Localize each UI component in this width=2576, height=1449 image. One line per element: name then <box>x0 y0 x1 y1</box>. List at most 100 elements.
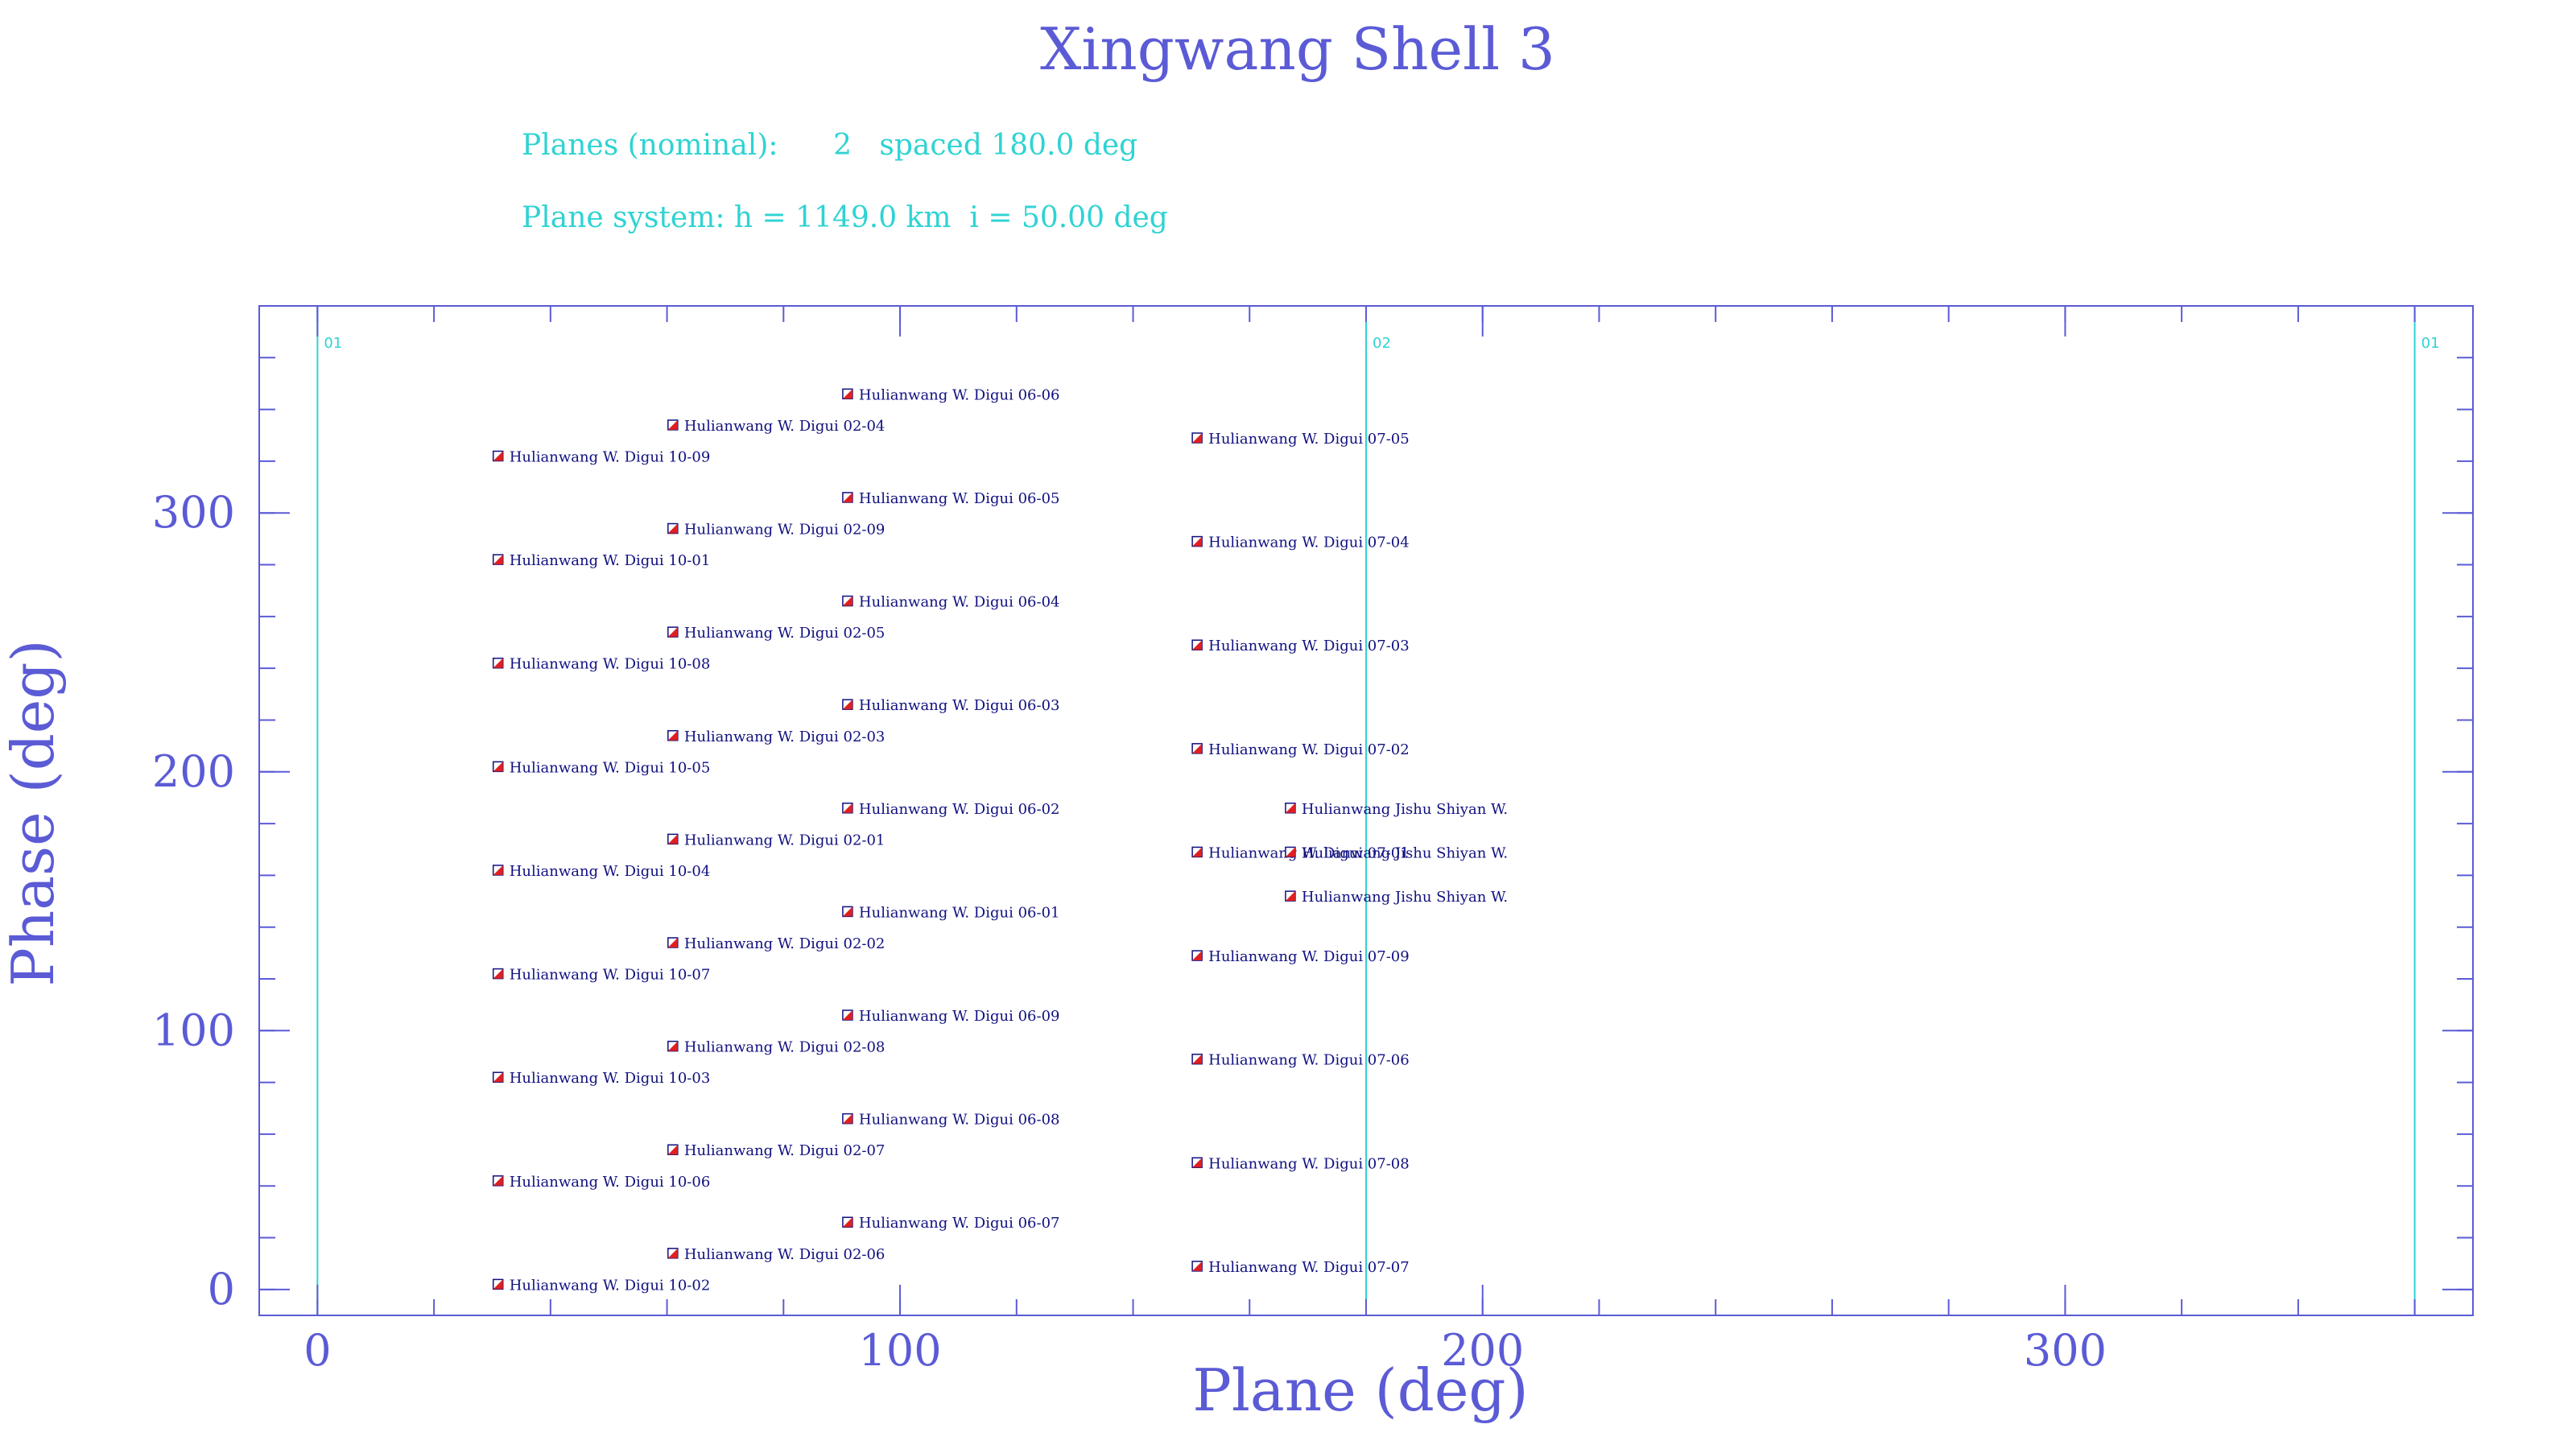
satellite-label: Hulianwang W. Digui 02-03 <box>684 729 886 745</box>
satellite-marker-fill <box>842 1010 852 1021</box>
satellite-label: Hulianwang W. Digui 10-03 <box>510 1070 711 1087</box>
satellite-point: Hulianwang W. Digui 10-07 <box>492 967 711 984</box>
satellite-marker-fill <box>842 700 852 710</box>
y-axis-label: Phase (deg) <box>0 639 67 986</box>
satellite-marker-fill <box>667 419 678 430</box>
satellite-marker-fill <box>667 627 678 638</box>
satellite-point: Hulianwang W. Digui 07-03 <box>1191 638 1410 654</box>
satellite-point: Hulianwang W. Digui 02-08 <box>667 1039 886 1056</box>
satellite-marker-fill <box>493 555 503 565</box>
satellite-marker-fill <box>667 834 678 844</box>
satellite-label: Hulianwang W. Digui 06-06 <box>859 386 1060 403</box>
satellite-marker-fill <box>667 730 678 741</box>
satellite-marker-fill <box>1192 951 1203 961</box>
satellite-marker-fill <box>493 968 503 979</box>
x-tick-label: 300 <box>2024 1325 2107 1376</box>
satellite-label: Hulianwang W. Digui 06-07 <box>859 1215 1060 1232</box>
satellite-marker-fill <box>1192 640 1203 650</box>
satellite-point: Hulianwang Jishu Shiyan W. <box>1285 889 1508 906</box>
y-tick-labels: 0 100 200 300 <box>152 487 235 1315</box>
satellite-marker-fill <box>1192 1054 1203 1064</box>
x-axis-label: Plane (deg) <box>1192 1356 1528 1424</box>
satellite-label: Hulianwang W. Digui 02-08 <box>684 1039 886 1056</box>
satellite-label: Hulianwang W. Digui 02-04 <box>684 418 886 435</box>
satellite-label: Hulianwang W. Digui 10-01 <box>510 552 711 569</box>
satellite-point: Hulianwang W. Digui 10-09 <box>492 448 711 465</box>
satellite-label: Hulianwang W. Digui 07-04 <box>1208 535 1410 551</box>
satellite-point: Hulianwang W. Digui 07-09 <box>1191 948 1410 965</box>
satellite-point: Hulianwang W. Digui 10-08 <box>492 656 711 673</box>
satellite-label: Hulianwang W. Digui 07-01 <box>1208 844 1410 861</box>
satellite-marker-fill <box>667 523 678 534</box>
satellite-point: Hulianwang W. Digui 06-02 <box>842 801 1059 818</box>
satellite-point: Hulianwang W. Digui 07-07 <box>1191 1259 1410 1276</box>
satellite-marker-fill <box>1192 432 1203 443</box>
planes-info: Planes (nominal): 2 spaced 180.0 deg <box>522 129 1137 162</box>
satellite-marker-fill <box>667 1248 678 1258</box>
y-tick-label: 200 <box>152 746 235 797</box>
satellite-point: Hulianwang W. Digui 07-02 <box>1191 741 1410 758</box>
satellite-point: Hulianwang W. Digui 10-05 <box>492 759 710 776</box>
satellite-point: Hulianwang W. Digui 07-04 <box>1191 535 1410 551</box>
satellite-label: Hulianwang W. Digui 02-05 <box>684 625 886 642</box>
satellite-marker-fill <box>667 1041 678 1051</box>
satellite-points: Hulianwang W. Digui 10-09 Hulianwang W. D… <box>492 386 1508 1294</box>
satellite-point: Hulianwang Jishu Shiyan W. <box>1285 801 1508 818</box>
satellite-label: Hulianwang W. Digui 02-02 <box>684 935 886 952</box>
satellite-marker-fill <box>493 451 503 461</box>
plane-lines: 01 02 01 <box>316 306 2440 1315</box>
satellite-marker-fill <box>667 937 678 947</box>
satellite-point: Hulianwang W. Digui 02-04 <box>667 418 886 435</box>
satellite-label: Hulianwang W. Digui 06-04 <box>859 594 1060 611</box>
satellite-point: Hulianwang W. Digui 02-09 <box>667 522 886 539</box>
satellite-point: Hulianwang W. Digui 02-06 <box>667 1246 886 1263</box>
satellite-label: Hulianwang W. Digui 10-06 <box>510 1174 711 1191</box>
satellite-marker-fill <box>842 1113 852 1124</box>
satellite-point: Hulianwang W. Digui 10-01 <box>492 552 711 569</box>
satellite-point: Hulianwang W. Digui 07-06 <box>1191 1052 1410 1069</box>
satellite-marker-fill <box>1192 847 1203 857</box>
satellite-marker-fill <box>493 762 503 772</box>
satellite-point: Hulianwang Jishu Shiyan W. <box>1285 844 1508 861</box>
satellite-label: Hulianwang W. Digui 02-07 <box>684 1142 886 1159</box>
satellite-point: Hulianwang W. Digui 06-06 <box>842 386 1060 403</box>
satellite-point: Hulianwang W. Digui 10-04 <box>492 863 710 880</box>
satellite-label: Hulianwang W. Digui 07-06 <box>1208 1052 1410 1069</box>
satellite-point: Hulianwang W. Digui 06-04 <box>842 594 1060 611</box>
satellite-point: Hulianwang W. Digui 02-02 <box>667 935 886 952</box>
satellite-point: Hulianwang W. Digui 06-03 <box>842 697 1060 714</box>
satellite-marker-fill <box>493 658 503 668</box>
satellite-label: Hulianwang W. Digui 07-05 <box>1208 431 1410 448</box>
x-tick-label: 0 <box>303 1325 331 1376</box>
x-tick-labels: 0 100 200 300 <box>303 1325 2107 1376</box>
satellite-point: Hulianwang W. Digui 10-02 <box>492 1277 711 1294</box>
satellite-marker-fill <box>1285 891 1295 902</box>
satellite-label: Hulianwang W. Digui 10-09 <box>510 448 711 465</box>
satellite-marker-fill <box>493 1175 503 1186</box>
satellite-marker-fill <box>842 803 852 813</box>
satellite-point: Hulianwang W. Digui 10-06 <box>492 1174 711 1191</box>
chart-title: Xingwang Shell 3 <box>1040 15 1555 83</box>
satellite-label: Hulianwang W. Digui 10-02 <box>510 1277 711 1294</box>
satellite-marker-fill <box>842 906 852 917</box>
satellite-point: Hulianwang W. Digui 10-03 <box>492 1070 711 1087</box>
satellite-marker-fill <box>1192 536 1203 547</box>
satellite-point: Hulianwang W. Digui 06-01 <box>842 904 1059 921</box>
satellite-point: Hulianwang W. Digui 02-05 <box>667 625 886 642</box>
y-tick-label: 300 <box>152 487 235 538</box>
satellite-label: Hulianwang W. Digui 02-06 <box>684 1246 886 1263</box>
satellite-marker-fill <box>1285 847 1295 857</box>
satellite-label: Hulianwang Jishu Shiyan W. <box>1302 801 1508 818</box>
satellite-marker-fill <box>842 492 852 502</box>
satellite-label: Hulianwang W. Digui 10-07 <box>510 967 711 984</box>
satellite-point: Hulianwang W. Digui 07-05 <box>1191 431 1410 448</box>
plane-line-label: 01 <box>2421 335 2440 352</box>
plane-line-label: 02 <box>1373 335 1391 352</box>
satellite-marker-fill <box>667 1145 678 1155</box>
satellite-label: Hulianwang W. Digui 10-08 <box>510 656 711 673</box>
satellite-marker-fill <box>1192 1158 1203 1168</box>
satellite-label: Hulianwang W. Digui 02-09 <box>684 522 886 539</box>
satellite-label: Hulianwang W. Digui 06-03 <box>859 697 1060 714</box>
satellite-label: Hulianwang Jishu Shiyan W. <box>1302 889 1508 906</box>
satellite-marker-fill <box>1192 743 1203 753</box>
